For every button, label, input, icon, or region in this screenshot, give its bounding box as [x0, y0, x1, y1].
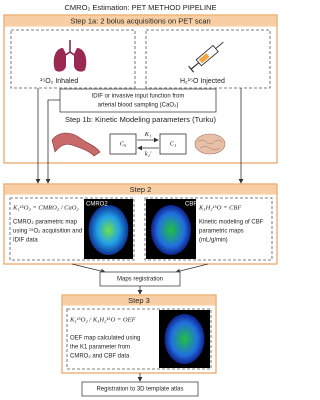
oef-text: OEF map calculated using: [70, 336, 140, 342]
oef-text: the K1 parameter from: [70, 345, 130, 351]
cbf-text: Kinetic modeling of CBF: [199, 220, 264, 226]
inhaled-label: ¹⁵O₂ Inhaled: [40, 78, 78, 85]
step2-header: Step 2: [130, 185, 152, 194]
cbf-text: parametric maps: [199, 229, 244, 235]
c0-label: C₀: [120, 140, 127, 147]
k1-label: K₁: [144, 131, 152, 138]
title: CMRO₂ Estimation: PET METHOD PIPELINE: [65, 3, 217, 12]
cmro2-formula: K₁¹⁵O₂ = CMRO₂ / CaO₂: [12, 204, 79, 211]
c1-label: C₁: [170, 140, 177, 147]
final-step: Registration to 3D template atlas: [96, 387, 183, 393]
idif-box: [59, 88, 217, 113]
artery-icon: [51, 132, 101, 157]
flow-line: [47, 99, 60, 112]
cbf-formula: K₁H₂¹⁵O = CBF: [198, 204, 242, 211]
idif-line: IDIF or invasive input function from: [92, 94, 185, 100]
k2-label: k₂': [145, 150, 152, 157]
step2-header-band: [4, 184, 277, 195]
cmro2-text: IDIF data: [13, 238, 38, 244]
maps-registration: Maps registration: [117, 277, 163, 283]
brain-icon: [194, 133, 226, 155]
step3-header-band: [62, 295, 216, 306]
cmro2-text: using ¹⁵O₂ acquisition and: [13, 228, 82, 235]
oef-text: CMRO₂ and CBF data: [70, 354, 130, 360]
cbf-map-label: CBF: [185, 202, 197, 208]
cbf-brain: [151, 205, 191, 255]
step3-header: Step 3: [128, 296, 150, 305]
step1a-header: Step 1a: 2 bolus acquisitions on PET sca…: [70, 16, 210, 25]
syringe-icon: [188, 41, 224, 73]
cmro2-map-label: CMRO2: [86, 202, 108, 208]
cmro2-text: CMRO₂ parametric map: [13, 220, 78, 226]
c1-box: [159, 133, 187, 155]
oef-brain: [164, 314, 205, 364]
oef-formula: K₁¹⁵O₂ / K₁H₂¹⁵O = OEF: [69, 316, 137, 323]
cbf-text: (mL/g/min): [199, 238, 228, 244]
idif-line: arterial blood sampling (CaO₂): [98, 103, 179, 109]
flow-arrow: [71, 263, 106, 274]
c0-box: [109, 133, 137, 155]
step1-header-band: [4, 15, 277, 27]
cmro2-brain: [88, 205, 129, 255]
injected-label: H₂¹⁵O Injected: [180, 78, 225, 85]
lungs-icon: [53, 40, 87, 72]
step1b-header: Step 1b: Kinetic Modeling parameters (Tu…: [65, 115, 217, 124]
inhaled-box: [10, 29, 136, 89]
flow-arrow: [175, 263, 209, 274]
diagram: CMRO₂ Estimation: PET METHOD PIPELINE St…: [3, 3, 278, 397]
final-box: [81, 381, 199, 397]
